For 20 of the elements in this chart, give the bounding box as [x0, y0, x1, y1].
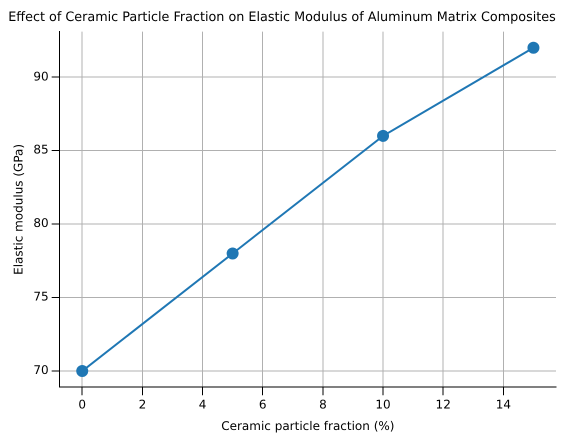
point	[527, 42, 540, 54]
y-tick-label: 85	[33, 142, 49, 157]
x-tick-label: 12	[436, 398, 451, 412]
x-tick-label: 0	[78, 398, 86, 412]
y-tick-label: 90	[33, 69, 49, 84]
x-tick-label: 2	[138, 398, 146, 412]
point	[377, 130, 390, 142]
x-tick-label: 10	[375, 398, 391, 412]
chart-title: Effect of Ceramic Particle Fraction on Elastic Modulus of Aluminum Matrix Composites	[8, 10, 556, 26]
point	[226, 247, 239, 260]
x-tick-label: 14	[496, 398, 511, 412]
x-axis-title: Ceramic particle fraction (%)	[221, 418, 394, 433]
point	[76, 365, 88, 378]
y-axis-title: Elastic modulus (GPa)	[11, 144, 26, 275]
x-tick-label: 6	[258, 398, 267, 412]
x-tick-label: 4	[198, 398, 206, 412]
y-tick-label: 80	[33, 216, 49, 230]
y-tick-label: 75	[33, 290, 49, 304]
x-tick-label: 8	[319, 398, 327, 412]
y-tick-label: 70	[33, 363, 49, 378]
